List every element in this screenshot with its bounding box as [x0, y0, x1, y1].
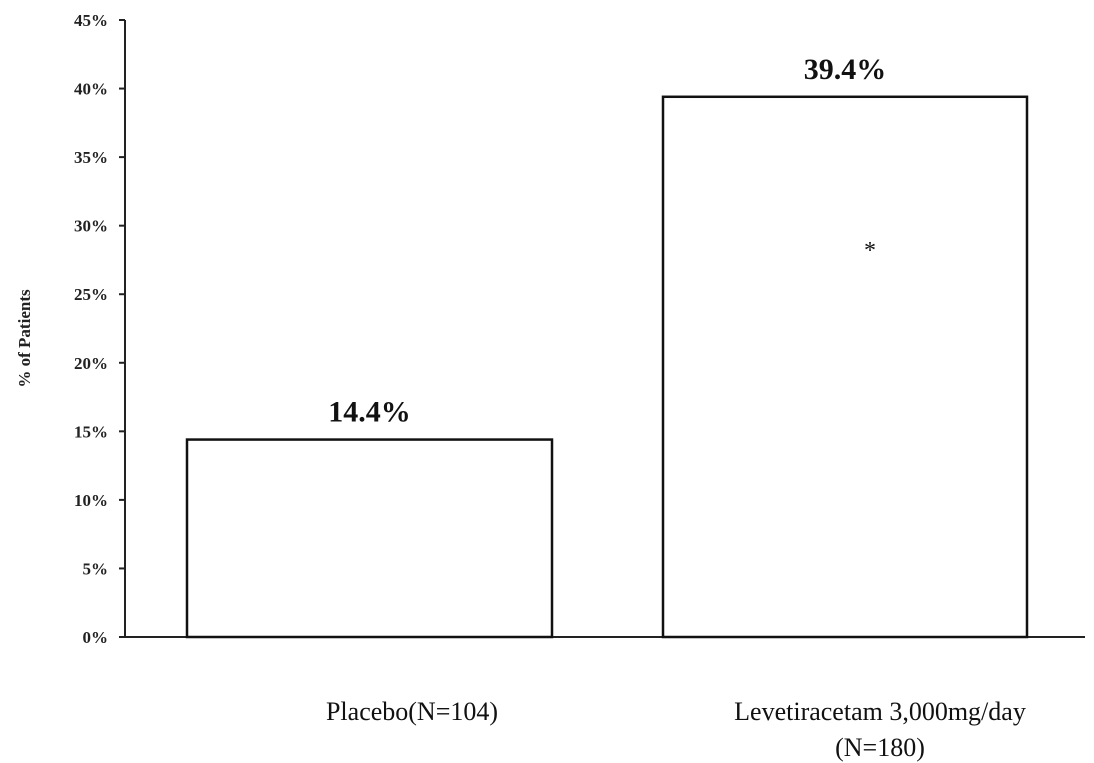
bar-value-label: 14.4%: [328, 396, 411, 429]
y-tick-label: 30%: [74, 217, 108, 236]
bar-value-label: 39.4%: [804, 53, 887, 86]
category-label: Placebo(N=104): [326, 697, 498, 726]
y-tick-label: 25%: [74, 285, 108, 304]
significance-marker: *: [864, 238, 876, 264]
y-tick-label: 0%: [83, 628, 109, 647]
y-tick-label: 15%: [74, 422, 108, 441]
category-label: Levetiracetam 3,000mg/day: [734, 697, 1026, 726]
y-tick-label: 40%: [74, 80, 108, 99]
y-axis-title: % of Patients: [15, 289, 34, 388]
y-tick-label: 20%: [74, 354, 108, 373]
category-label: (N=180): [835, 733, 925, 762]
bar: [185, 438, 554, 639]
y-tick-label: 10%: [74, 491, 108, 510]
y-tick-label: 5%: [83, 559, 109, 578]
y-tick-label: 45%: [74, 11, 108, 30]
bar: [661, 95, 1029, 639]
y-tick-label: 35%: [74, 148, 108, 167]
